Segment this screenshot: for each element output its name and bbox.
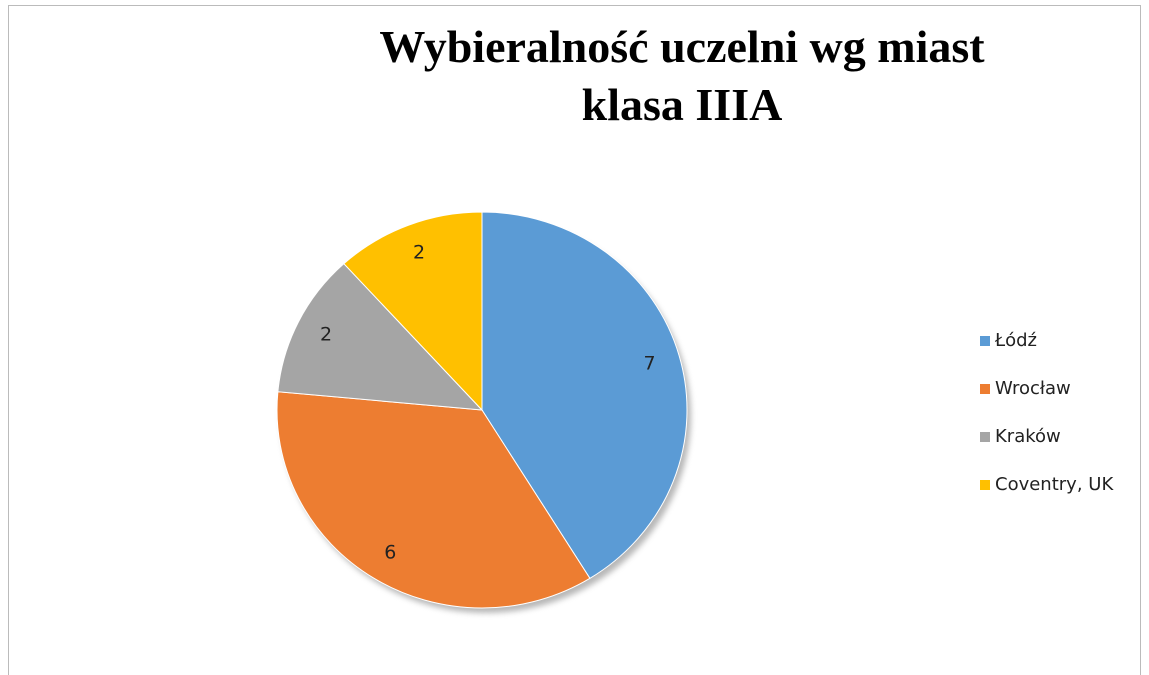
data-label: 6 (384, 542, 396, 564)
legend-label: Łódź (994, 330, 1037, 351)
legend-swatch (980, 336, 990, 346)
data-label: 7 (644, 352, 656, 374)
pie-slice (481, 211, 688, 580)
chart-title: Wybieralność uczelni wg miast (379, 21, 985, 72)
legend-swatch (980, 480, 990, 490)
legend-label: Kraków (995, 426, 1061, 447)
chart-frame (8, 5, 1141, 675)
legend-swatch (980, 384, 990, 394)
data-label: 2 (320, 323, 332, 345)
pie-slice (276, 391, 591, 609)
legend-swatch (980, 432, 990, 442)
data-label: 2 (413, 242, 425, 264)
legend-label: Wrocław (995, 378, 1071, 399)
pie-slice (277, 262, 484, 411)
legend-label: Coventry, UK (995, 474, 1114, 495)
pie-slice (343, 211, 483, 412)
chart-title: klasa IIIA (582, 79, 783, 130)
